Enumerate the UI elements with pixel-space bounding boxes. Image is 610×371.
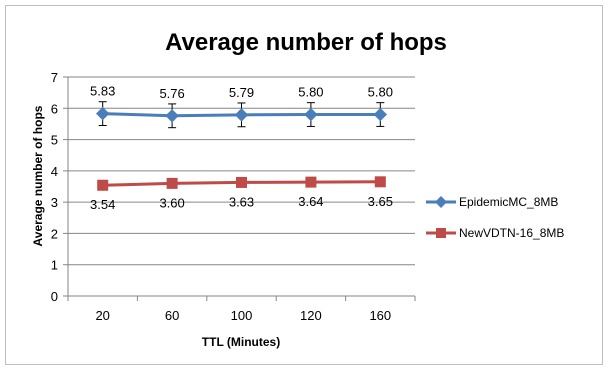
legend-item: NewVDTN-16_8MB bbox=[426, 226, 564, 240]
series-newvdtn-16-8mb bbox=[97, 176, 386, 191]
legend-item: EpidemicMC_8MB bbox=[426, 195, 558, 209]
y-tick-label: 7 bbox=[51, 70, 58, 85]
data-label: 5.80 bbox=[298, 85, 323, 100]
data-label: 3.54 bbox=[90, 197, 115, 212]
data-point bbox=[304, 107, 318, 122]
data-label: 5.76 bbox=[159, 86, 184, 101]
series-layer bbox=[95, 101, 388, 191]
y-tick-label: 3 bbox=[51, 195, 58, 210]
legend: EpidemicMC_8MB NewVDTN-16_8MB bbox=[426, 195, 564, 240]
y-tick-label: 5 bbox=[51, 133, 58, 148]
y-tick-label: 4 bbox=[51, 164, 58, 179]
data-label: 5.83 bbox=[90, 84, 115, 99]
data-label: 3.64 bbox=[298, 194, 323, 209]
y-axis-ticks: 0 1 2 3 4 5 6 7 bbox=[51, 70, 68, 304]
gridlines bbox=[67, 76, 415, 297]
x-axis-ticks: 20 60 100 120 160 bbox=[67, 296, 416, 323]
legend-label: EpidemicMC_8MB bbox=[459, 195, 558, 209]
data-point bbox=[234, 108, 249, 122]
y-tick-label: 1 bbox=[51, 258, 58, 273]
legend-marker bbox=[436, 228, 446, 238]
data-point bbox=[305, 176, 317, 188]
data-point bbox=[165, 109, 179, 123]
data-labels: 5.83 5.76 5.79 5.80 5.80 3.54 3.60 3.63 3.64 3.65 bbox=[90, 84, 393, 213]
data-label: 3.65 bbox=[368, 194, 393, 209]
y-tick-label: 0 bbox=[51, 289, 58, 304]
legend-marker bbox=[435, 196, 447, 208]
chart-title: Average number of hops bbox=[165, 29, 447, 56]
data-label: 5.80 bbox=[368, 85, 393, 100]
y-axis-label: Average number of hops bbox=[31, 105, 45, 246]
x-tick-label: 20 bbox=[95, 308, 109, 323]
data-point bbox=[236, 176, 247, 188]
x-axis-label: TTL (Minutes) bbox=[202, 335, 280, 349]
data-point bbox=[166, 177, 178, 189]
data-label: 3.60 bbox=[159, 195, 184, 210]
y-tick-label: 2 bbox=[51, 226, 58, 241]
data-point bbox=[97, 179, 109, 191]
x-tick-label: 100 bbox=[231, 308, 253, 323]
legend-label: NewVDTN-16_8MB bbox=[459, 226, 564, 240]
y-tick-label: 6 bbox=[51, 101, 58, 116]
series-epidemicmc-8mb bbox=[95, 101, 388, 129]
data-point bbox=[95, 106, 110, 121]
data-point bbox=[374, 176, 386, 188]
data-label: 3.63 bbox=[229, 194, 254, 209]
data-point bbox=[373, 107, 388, 122]
data-label: 5.79 bbox=[229, 85, 254, 100]
x-tick-label: 60 bbox=[165, 308, 179, 323]
x-tick-label: 160 bbox=[369, 308, 391, 323]
x-tick-label: 120 bbox=[300, 308, 322, 323]
